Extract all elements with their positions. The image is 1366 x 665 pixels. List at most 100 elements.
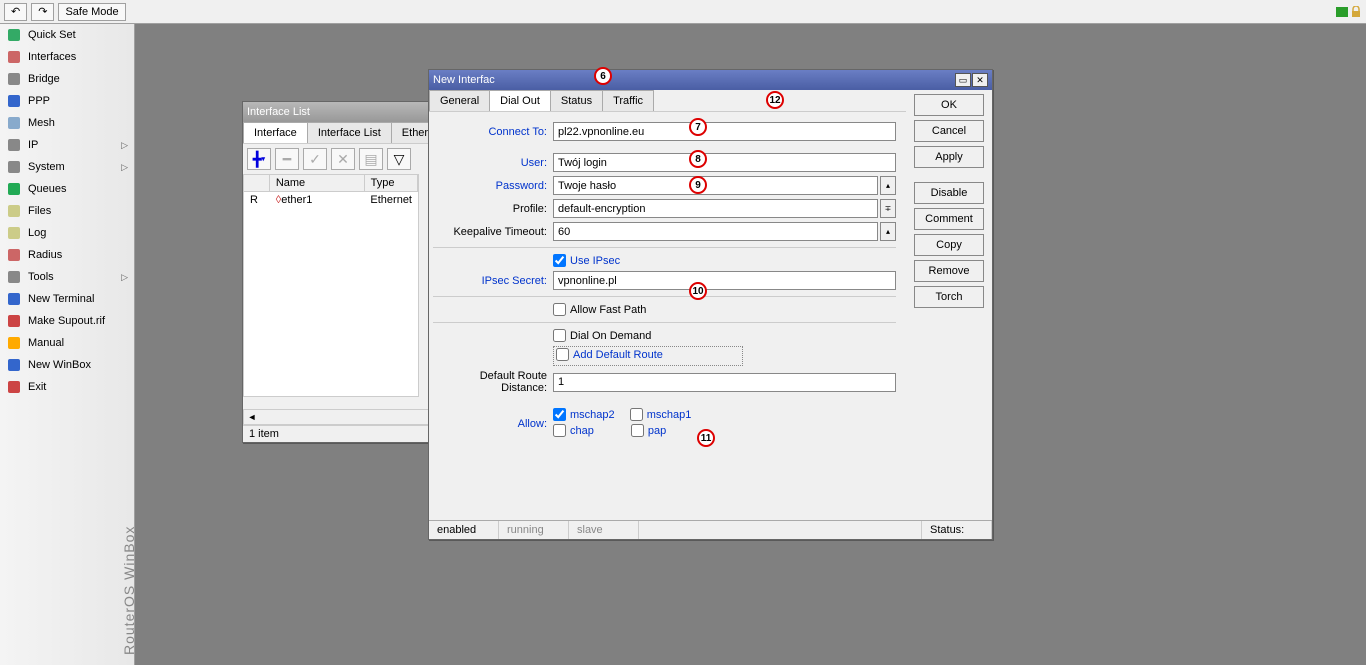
user-label: User: (433, 157, 553, 169)
window-title: Interface List (247, 106, 310, 118)
minimize-button[interactable]: ▭ (955, 73, 971, 87)
chap-checkbox[interactable] (553, 424, 566, 437)
connect-to-input[interactable] (553, 122, 896, 141)
redo-button[interactable]: ↷ (31, 3, 54, 21)
tab-general[interactable]: General (429, 90, 490, 111)
password-toggle[interactable]: ▴ (880, 176, 896, 195)
sidebar-item-bridge[interactable]: Bridge (0, 68, 134, 90)
sidebar-item-tools[interactable]: Tools▷ (0, 266, 134, 288)
sidebar-item-files[interactable]: Files (0, 200, 134, 222)
tab-interface[interactable]: Interface (243, 122, 308, 143)
add-button[interactable]: ╋▾ (247, 148, 271, 170)
sidebar-item-exit[interactable]: Exit (0, 376, 134, 398)
comment-button[interactable]: ▤ (359, 148, 383, 170)
torch-button[interactable]: Torch (914, 286, 984, 308)
remove-button[interactable]: ━ (275, 148, 299, 170)
lock-icon (1350, 6, 1362, 18)
menu-icon (6, 159, 22, 175)
workspace: RouterOS WinBox Interface List ▭ ✕ Inter… (135, 24, 1366, 665)
password-input[interactable] (553, 176, 878, 195)
menu-icon (6, 181, 22, 197)
menu-icon (6, 357, 22, 373)
sidebar-item-ppp[interactable]: PPP (0, 90, 134, 112)
keepalive-spin[interactable]: ▴ (880, 222, 896, 241)
keepalive-label: Keepalive Timeout: (433, 226, 553, 238)
pap-checkbox[interactable] (631, 424, 644, 437)
sidebar-item-manual[interactable]: Manual (0, 332, 134, 354)
menu-icon (6, 203, 22, 219)
sidebar-item-new-winbox[interactable]: New WinBox (0, 354, 134, 376)
menu-icon (6, 379, 22, 395)
password-label: Password: (433, 180, 553, 192)
default-route-distance-label: Default Route Distance: (433, 370, 553, 394)
disable-button[interactable]: Disable (914, 182, 984, 204)
safe-mode-button[interactable]: Safe Mode (58, 3, 125, 21)
use-ipsec-checkbox[interactable] (553, 254, 566, 267)
sidebar-item-system[interactable]: System▷ (0, 156, 134, 178)
keepalive-input[interactable] (553, 222, 878, 241)
allow-label: Allow: (433, 418, 553, 430)
sidebar-item-ip[interactable]: IP▷ (0, 134, 134, 156)
col-flag[interactable] (244, 175, 270, 191)
menu-icon (6, 115, 22, 131)
sidebar-item-interfaces[interactable]: Interfaces (0, 46, 134, 68)
sidebar-item-log[interactable]: Log (0, 222, 134, 244)
user-input[interactable] (553, 153, 896, 172)
status-indicator (1336, 7, 1348, 17)
ipsec-secret-label: IPsec Secret: (433, 275, 553, 287)
menu-icon (6, 71, 22, 87)
menu-icon (6, 269, 22, 285)
disable-button[interactable]: ✕ (331, 148, 355, 170)
menu-icon (6, 247, 22, 263)
sidebar-item-new-terminal[interactable]: New Terminal (0, 288, 134, 310)
mschap2-checkbox[interactable] (553, 408, 566, 421)
sidebar-item-make-supout.rif[interactable]: Make Supout.rif (0, 310, 134, 332)
ipsec-secret-input[interactable] (553, 271, 896, 290)
ok-button[interactable]: OK (914, 94, 984, 116)
tab-dialout[interactable]: Dial Out (489, 90, 551, 111)
filter-button[interactable]: ▽ (387, 148, 411, 170)
profile-dropdown[interactable]: ∓ (880, 199, 896, 218)
default-route-distance-input[interactable] (553, 373, 896, 392)
dialog-title: New Interfac (433, 74, 495, 86)
menu-icon (6, 27, 22, 43)
dialog-status-bar: enabled running slave Status: (429, 520, 992, 539)
sidebar-item-mesh[interactable]: Mesh (0, 112, 134, 134)
menu-icon (6, 225, 22, 241)
top-toolbar: ↶ ↷ Safe Mode (0, 0, 1366, 24)
tab-interface-list[interactable]: Interface List (307, 122, 392, 143)
tab-traffic[interactable]: Traffic (602, 90, 654, 111)
dial-on-demand-checkbox[interactable] (553, 329, 566, 342)
add-default-route-checkbox[interactable] (556, 348, 569, 361)
menu-icon (6, 137, 22, 153)
comment-button[interactable]: Comment (914, 208, 984, 230)
copy-button[interactable]: Copy (914, 234, 984, 256)
mschap1-checkbox[interactable] (630, 408, 643, 421)
menu-icon (6, 93, 22, 109)
sidebar-item-quick-set[interactable]: Quick Set (0, 24, 134, 46)
profile-label: Profile: (433, 203, 553, 215)
sidebar-item-queues[interactable]: Queues (0, 178, 134, 200)
dialog-tabs: General Dial Out Status Traffic (429, 90, 906, 112)
menu-icon (6, 291, 22, 307)
sidebar: Quick SetInterfacesBridgePPPMeshIP▷Syste… (0, 24, 135, 665)
remove-button[interactable]: Remove (914, 260, 984, 282)
cancel-button[interactable]: Cancel (914, 120, 984, 142)
profile-select[interactable] (553, 199, 878, 218)
menu-icon (6, 335, 22, 351)
col-type[interactable]: Type (365, 175, 418, 191)
new-interface-dialog: New Interfac ▭ ✕ General Dial Out Status… (428, 69, 993, 540)
allow-fast-path-checkbox[interactable] (553, 303, 566, 316)
tab-status[interactable]: Status (550, 90, 603, 111)
col-name[interactable]: Name (270, 175, 365, 191)
dialog-buttons: OK Cancel Apply Disable Comment Copy Rem… (906, 90, 992, 520)
close-button[interactable]: ✕ (972, 73, 988, 87)
table-row[interactable]: R ◊ether1 Ethernet (244, 192, 418, 208)
app-title-vertical: RouterOS WinBox (121, 526, 137, 655)
undo-button[interactable]: ↶ (4, 3, 27, 21)
dialog-titlebar[interactable]: New Interfac ▭ ✕ (429, 70, 992, 90)
apply-button[interactable]: Apply (914, 146, 984, 168)
menu-icon (6, 313, 22, 329)
enable-button[interactable]: ✓ (303, 148, 327, 170)
sidebar-item-radius[interactable]: Radius (0, 244, 134, 266)
